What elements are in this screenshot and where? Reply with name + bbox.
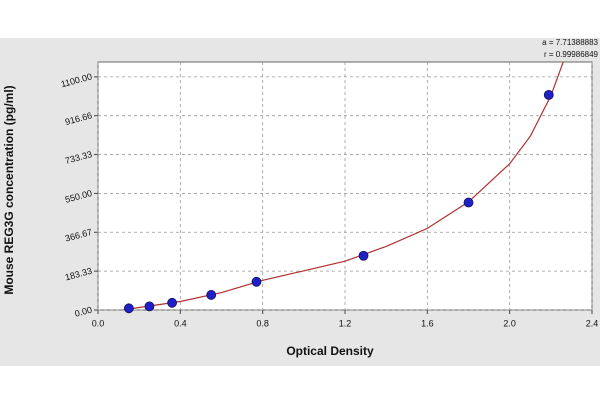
data-point	[251, 276, 262, 287]
y-axis-label: Mouse REG3G concentration (pg/ml)	[2, 85, 16, 294]
x-tick-label: 2.0	[503, 318, 516, 328]
data-point	[543, 89, 554, 100]
x-tick-label: 2.4	[586, 318, 599, 328]
x-tick-label: 0.0	[92, 318, 105, 328]
x-axis-label: Optical Density	[286, 344, 374, 358]
x-tick-label: 1.6	[421, 318, 434, 328]
data-point	[144, 301, 155, 312]
data-point	[206, 290, 217, 300]
data-point	[358, 250, 369, 261]
y-tick-label: 0.00	[74, 305, 94, 319]
data-point	[123, 303, 134, 314]
data-point	[167, 297, 178, 308]
x-tick-label: 0.8	[256, 318, 269, 328]
data-point	[463, 197, 474, 208]
annotation: a = 7.71388883	[542, 38, 598, 47]
annotation: r = 0.99986849	[544, 50, 599, 59]
x-tick-label: 1.2	[339, 318, 352, 328]
x-tick-label: 0.4	[174, 318, 187, 328]
